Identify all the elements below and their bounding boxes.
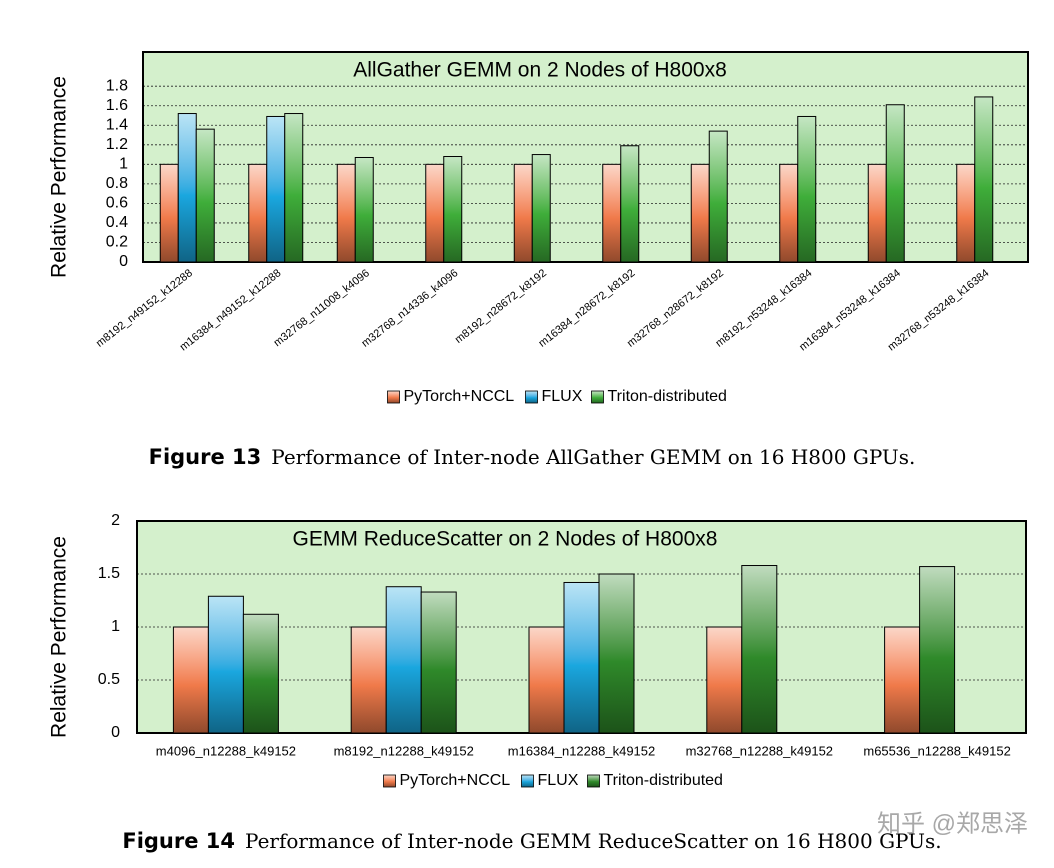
bar	[172, 626, 209, 734]
bar	[443, 156, 463, 263]
bar	[741, 565, 778, 734]
y-tick-label: 0.4	[106, 214, 128, 231]
bar	[248, 163, 268, 263]
bar	[420, 591, 457, 734]
bar	[598, 573, 635, 734]
bar	[706, 626, 743, 734]
bar	[207, 595, 244, 734]
x-tick-label: m65536_n12288_k49152	[863, 743, 1010, 758]
caption-text: Performance of Inter-node GEMM ReduceSca…	[245, 829, 942, 853]
bar	[690, 163, 710, 263]
legend-label: Triton-distributed	[608, 388, 727, 405]
bar	[919, 566, 956, 734]
caption-text: Performance of Inter-node AllGather GEMM…	[271, 445, 915, 469]
y-tick-label: 0.8	[106, 175, 128, 192]
bar	[563, 581, 600, 734]
legend-label: PyTorch+NCCL	[400, 772, 511, 789]
x-tick-label: m16384_n12288_k49152	[508, 743, 655, 758]
y-tick-label: 2	[111, 512, 120, 529]
x-tick-label: m8192_n49152_k12288	[94, 267, 195, 350]
bar	[284, 113, 304, 263]
y-tick-label: 0	[119, 253, 128, 270]
legend-label: Triton-distributed	[604, 772, 723, 789]
x-tick-label: m32768_n11008_k4096	[272, 267, 372, 349]
bar	[884, 626, 921, 734]
y-tick-label: 1.5	[98, 565, 120, 582]
y-axis-label: Relative Performance	[48, 76, 71, 278]
bar	[195, 128, 215, 263]
legend-swatch	[521, 774, 534, 788]
bar	[336, 163, 356, 263]
legend-swatch	[587, 774, 600, 788]
legend-swatch	[591, 390, 604, 404]
bar	[159, 163, 179, 263]
bar	[602, 163, 622, 263]
bar	[528, 626, 565, 734]
x-tick-label: m8192_n28672_k8192	[453, 267, 549, 346]
x-tick-label: m32768_n53248_k16384	[886, 267, 992, 353]
y-tick-label: 0	[111, 724, 120, 741]
bar	[266, 115, 286, 263]
bar	[242, 613, 279, 734]
y-tick-label: 0.5	[98, 671, 120, 688]
x-tick-label: m32768_n12288_k49152	[686, 743, 833, 758]
watermark: 知乎 @郑思泽	[877, 810, 1028, 837]
y-tick-label: 0.6	[106, 195, 128, 212]
legend-swatch	[525, 390, 538, 404]
legend-label: PyTorch+NCCL	[404, 388, 515, 405]
bar	[385, 586, 422, 734]
chart-title: GEMM ReduceScatter on 2 Nodes of H800x8	[293, 528, 718, 551]
bar	[513, 163, 533, 263]
bar	[974, 96, 994, 263]
x-tick-label: m16384_n53248_k16384	[797, 267, 903, 353]
caption: Figure 14 Performance of Inter-node GEMM …	[122, 829, 941, 854]
x-tick-label: m8192_n53248_k16384	[713, 267, 814, 350]
bar	[867, 163, 887, 263]
bar	[779, 163, 799, 263]
y-tick-label: 0.2	[106, 234, 128, 251]
x-tick-label: m8192_n12288_k49152	[334, 743, 474, 758]
y-tick-label: 1.6	[106, 97, 128, 114]
bar	[531, 154, 551, 263]
bar	[956, 163, 976, 263]
chart-title: AllGather GEMM on 2 Nodes of H800x8	[353, 59, 727, 82]
x-tick-label: m16384_n49152_k12288	[178, 267, 284, 353]
y-tick-label: 1.8	[106, 77, 128, 94]
bar	[620, 145, 640, 263]
x-tick-label: m4096_n12288_k49152	[156, 743, 296, 758]
bar	[177, 113, 197, 263]
y-tick-label: 1	[111, 618, 120, 635]
y-axis-label: Relative Performance	[48, 536, 71, 738]
bar	[354, 156, 374, 263]
x-tick-label: m16384_n28672_k8192	[536, 267, 637, 350]
x-tick-label: m32768_n14336_k4096	[359, 267, 460, 350]
legend-swatch	[387, 390, 400, 404]
legend-label: FLUX	[542, 388, 583, 405]
caption-label: Figure 13	[149, 445, 262, 469]
caption-label: Figure 14	[122, 829, 235, 853]
bar	[885, 104, 905, 263]
y-tick-label: 1.4	[106, 116, 128, 133]
legend-label: FLUX	[538, 772, 579, 789]
y-tick-label: 1	[119, 156, 128, 173]
legend-swatch	[383, 774, 396, 788]
plot-border	[142, 51, 1029, 263]
bar	[425, 163, 445, 263]
y-tick-label: 1.2	[106, 136, 128, 153]
caption: Figure 13 Performance of Inter-node AllGa…	[149, 445, 916, 470]
x-tick-label: m32768_n28672_k8192	[625, 267, 726, 350]
bar	[797, 115, 817, 263]
bar	[708, 130, 728, 263]
bar	[350, 626, 387, 734]
